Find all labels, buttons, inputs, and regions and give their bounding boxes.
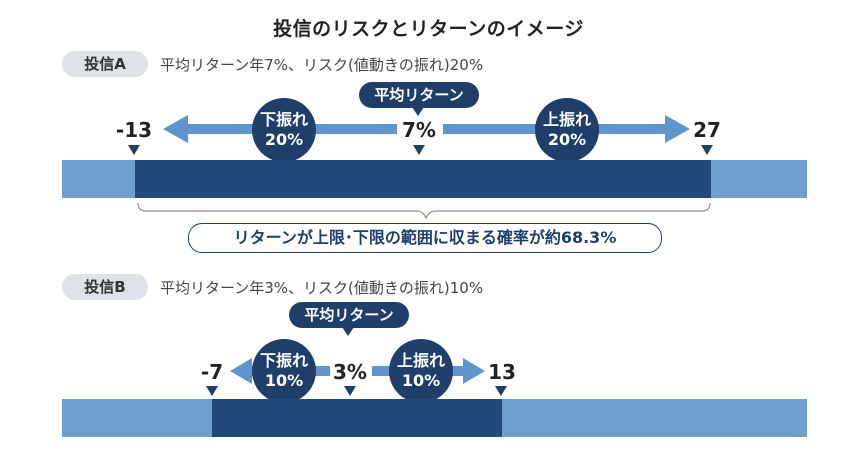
- fund-a-down-badge: 下振れ 20%: [252, 98, 316, 162]
- fund-b-high-value: 13: [488, 360, 516, 384]
- fund-b-average-value: 3%: [333, 360, 367, 384]
- fund-b-low-value: -7: [200, 360, 224, 384]
- fund-b-description: 平均リターン年3%、リスク(値動きの振れ)10%: [160, 279, 484, 297]
- fund-a-high-marker: [701, 145, 713, 155]
- fund-a-average-value: 7%: [402, 118, 436, 142]
- fund-b-up-value: 10%: [401, 371, 441, 390]
- fund-b-average-marker: [344, 386, 356, 396]
- fund-b-up-badge: 上振れ 10%: [389, 339, 453, 403]
- fund-a-high-value: 27: [693, 118, 721, 142]
- fund-a-up-value: 20%: [547, 130, 587, 149]
- fund-a-up-label: 上振れ: [542, 110, 591, 129]
- fund-b-tag: 投信B: [62, 274, 148, 300]
- diagram-title: 投信のリスクとリターンのイメージ: [273, 18, 584, 40]
- fund-b-range-band: [212, 399, 502, 437]
- fund-b-down-badge: 下振れ 10%: [252, 339, 316, 403]
- fund-a-low-marker: [128, 145, 140, 155]
- fund-a-up-badge: 上振れ 20%: [535, 98, 599, 162]
- fund-a-average-pointer: [412, 107, 424, 116]
- fund-b-down-value: 10%: [264, 371, 304, 390]
- fund-a-tag: 投信A: [62, 51, 148, 77]
- fund-a-down-label: 下振れ: [259, 110, 308, 129]
- fund-a-average-badge: 平均リターン: [359, 82, 479, 108]
- fund-b-down-label: 下振れ: [259, 351, 308, 370]
- fund-a-low-value: -13: [115, 118, 153, 142]
- fund-a-average-marker: [413, 145, 425, 155]
- fund-b-up-label: 上振れ: [396, 351, 445, 370]
- fund-a-range-brace: [137, 202, 711, 220]
- fund-a-description: 平均リターン年7%、リスク(値動きの振れ)20%: [160, 56, 484, 74]
- fund-b-high-marker: [495, 386, 507, 396]
- fund-b-average-pointer: [342, 327, 354, 336]
- fund-a-probability-note: リターンが上限･下限の範囲に収まる確率が約68.3%: [188, 223, 662, 253]
- fund-a-down-value: 20%: [264, 130, 304, 149]
- fund-b-average-badge: 平均リターン: [289, 302, 409, 328]
- fund-a-range-band: [135, 160, 711, 198]
- fund-b-low-marker: [206, 386, 218, 396]
